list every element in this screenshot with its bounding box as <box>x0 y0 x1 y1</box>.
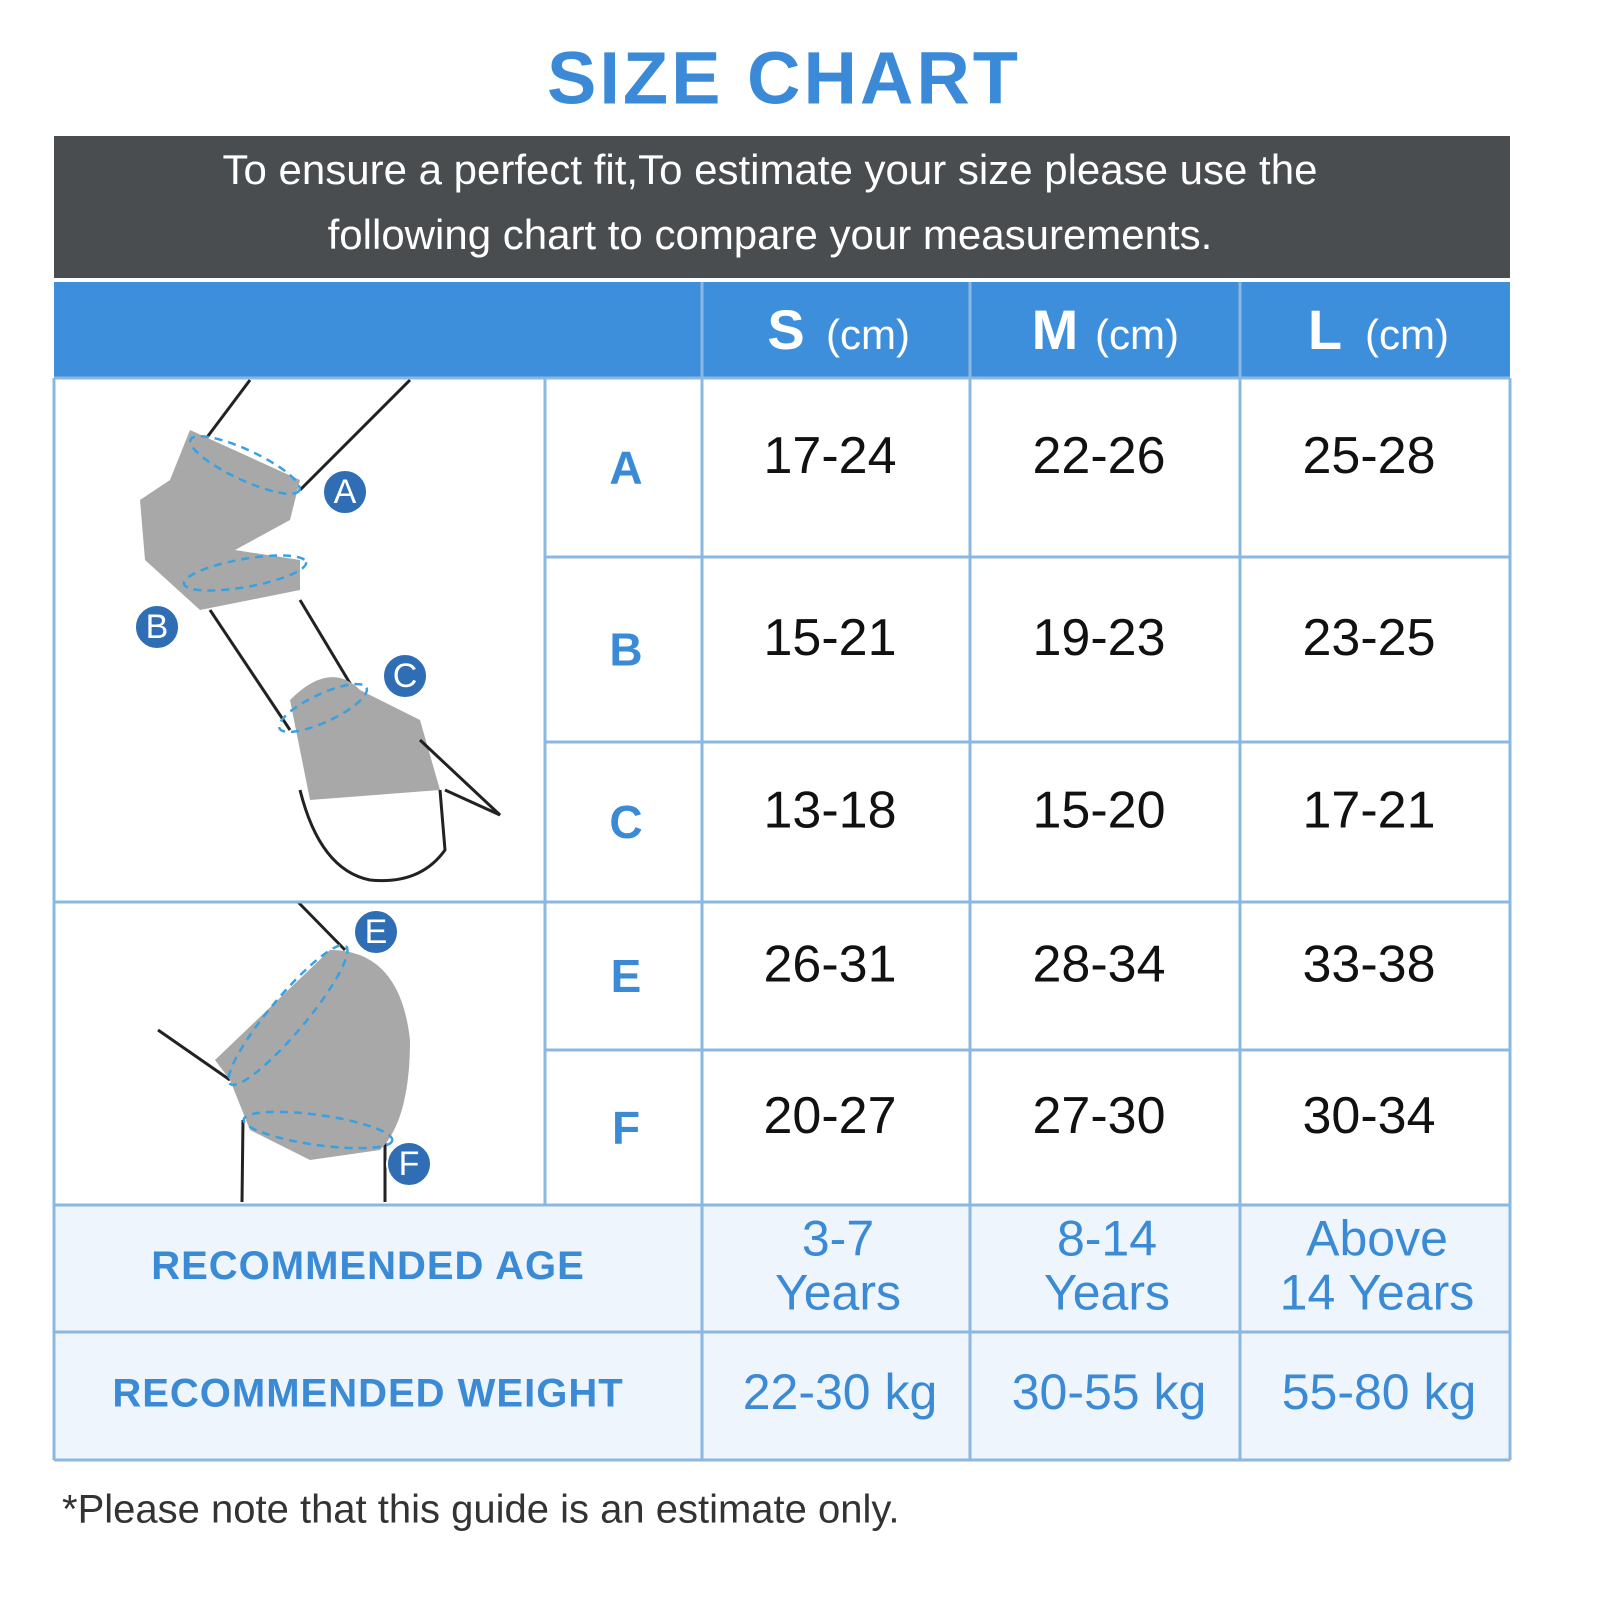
badge <box>134 604 180 650</box>
footnote: *Please note that this guide is an estim… <box>62 1488 900 1532</box>
age-label: RECOMMENDED AGE <box>151 1244 585 1288</box>
age-value: 14 Years <box>1280 1265 1475 1321</box>
table-grid <box>52 282 1512 1462</box>
measure-value: 30-34 <box>1303 1087 1436 1145</box>
age-value: Above <box>1306 1211 1448 1267</box>
badge-label: C <box>393 657 418 695</box>
size-name: M <box>1032 298 1079 361</box>
size-name: L <box>1308 298 1342 361</box>
badge-label: A <box>334 473 357 511</box>
badge-label: F <box>399 1145 420 1183</box>
age-value: Years <box>1044 1265 1170 1321</box>
badge <box>386 1141 432 1187</box>
measure-value: 26-31 <box>764 936 897 994</box>
measure-value: 22-26 <box>1033 427 1166 485</box>
measure-label: B <box>609 624 642 676</box>
measure-value: 17-24 <box>764 427 897 485</box>
badge-label: B <box>146 608 169 646</box>
measure-value: 25-28 <box>1303 427 1436 485</box>
size-name: S <box>767 298 804 361</box>
age-value: 8-14 <box>1057 1211 1157 1267</box>
elbow-illustration <box>157 900 410 1203</box>
weight-label: RECOMMENDED WEIGHT <box>112 1372 623 1416</box>
measure-label: C <box>609 796 642 848</box>
weight-value: 55-80 kg <box>1282 1364 1477 1420</box>
measure-value: 17-21 <box>1303 782 1436 840</box>
intro-banner <box>54 136 1510 278</box>
intro-line: following chart to compare your measurem… <box>328 211 1213 258</box>
measure-value: 13-18 <box>764 782 897 840</box>
age-value: 3-7 <box>802 1211 874 1267</box>
measure-value: 23-25 <box>1303 609 1436 667</box>
measure-value: 27-30 <box>1033 1087 1166 1145</box>
measure-value: 33-38 <box>1303 936 1436 994</box>
badge <box>382 653 428 699</box>
intro-line: To ensure a perfect fit,To estimate your… <box>223 146 1318 193</box>
measure-value: 20-27 <box>764 1087 897 1145</box>
size-unit: (cm) <box>1095 311 1179 358</box>
wrist-illustration <box>140 378 502 883</box>
measure-value: 28-34 <box>1033 936 1166 994</box>
badge <box>322 469 368 515</box>
size-unit: (cm) <box>1365 311 1449 358</box>
badge-label: E <box>365 913 388 951</box>
size-unit: (cm) <box>826 311 910 358</box>
weight-value: 22-30 kg <box>743 1364 938 1420</box>
measure-value: 15-20 <box>1033 782 1166 840</box>
weight-value: 30-55 kg <box>1012 1364 1207 1420</box>
age-value: Years <box>775 1265 901 1321</box>
measure-value: 19-23 <box>1033 609 1166 667</box>
measure-value: 15-21 <box>764 609 897 667</box>
measure-label: E <box>611 950 642 1002</box>
measure-label: A <box>609 442 642 494</box>
badge <box>353 909 399 955</box>
header-row <box>54 282 1510 378</box>
title: SIZE CHART <box>547 37 1021 120</box>
measure-label: F <box>612 1102 640 1154</box>
